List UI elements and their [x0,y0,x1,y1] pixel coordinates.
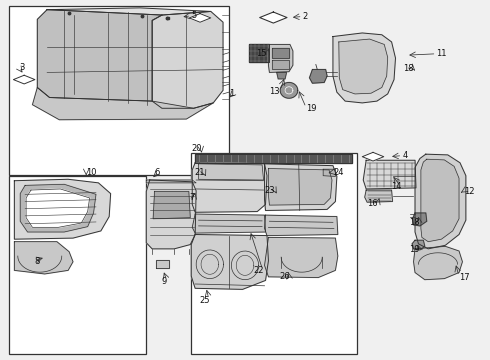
Text: 3: 3 [19,63,24,72]
Text: 18: 18 [403,64,414,73]
Bar [9,176,147,354]
Polygon shape [339,39,388,94]
Text: 16: 16 [368,199,378,208]
Polygon shape [147,180,196,183]
Text: 6: 6 [154,168,159,177]
Text: 18: 18 [409,218,420,227]
Text: 21: 21 [195,168,205,177]
Text: 20: 20 [192,144,202,153]
Polygon shape [363,160,416,189]
Text: 2: 2 [303,12,308,21]
Text: 17: 17 [459,273,469,282]
Polygon shape [198,164,264,180]
Text: 4: 4 [402,151,408,160]
Polygon shape [192,214,266,233]
Polygon shape [265,215,338,235]
Polygon shape [269,44,293,72]
Polygon shape [260,12,287,23]
Polygon shape [14,179,111,239]
Polygon shape [413,213,427,226]
Polygon shape [362,152,384,161]
Polygon shape [195,154,352,163]
Polygon shape [280,82,298,98]
Polygon shape [277,72,287,79]
Polygon shape [365,190,392,202]
Text: 22: 22 [253,266,264,275]
Polygon shape [415,154,466,249]
Text: 14: 14 [391,182,401,191]
Polygon shape [152,12,223,108]
Text: 19: 19 [306,104,317,113]
Text: 19: 19 [410,246,420,255]
Polygon shape [153,192,190,219]
Text: 12: 12 [464,187,474,196]
Polygon shape [147,180,196,249]
Text: 7: 7 [190,193,195,202]
Polygon shape [323,169,335,176]
Polygon shape [333,33,395,103]
Bar [9,6,229,175]
Bar [191,153,357,354]
Text: 15: 15 [256,49,267,58]
Polygon shape [156,260,169,268]
Polygon shape [47,8,211,15]
Polygon shape [412,240,425,250]
Text: 26: 26 [279,271,290,280]
Text: 24: 24 [333,168,343,177]
Polygon shape [414,246,463,280]
Text: 9: 9 [162,276,167,285]
Text: 23: 23 [265,185,275,194]
Polygon shape [421,159,459,242]
Polygon shape [192,163,267,212]
Polygon shape [37,10,162,101]
Text: 13: 13 [270,86,280,95]
Polygon shape [32,87,213,120]
Text: 11: 11 [437,49,447,58]
Polygon shape [13,75,35,84]
Text: 8: 8 [34,257,39,266]
Text: 5: 5 [191,11,196,20]
Text: 25: 25 [199,296,210,305]
Polygon shape [265,164,337,211]
Polygon shape [265,237,338,278]
Polygon shape [26,189,90,227]
Polygon shape [189,14,211,22]
Polygon shape [269,168,332,205]
Polygon shape [191,234,269,289]
Polygon shape [310,69,327,83]
Text: 1: 1 [229,89,234,98]
Polygon shape [249,44,270,62]
Polygon shape [272,48,289,58]
Polygon shape [14,242,73,274]
Polygon shape [272,60,289,69]
Polygon shape [20,184,96,232]
Text: 10: 10 [86,168,97,177]
